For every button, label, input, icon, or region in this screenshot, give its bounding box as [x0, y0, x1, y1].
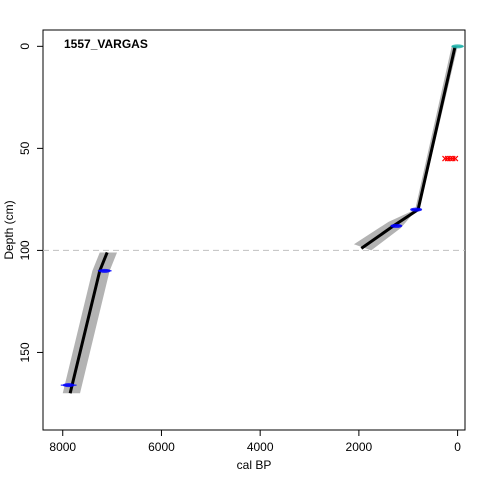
median-age-line — [360, 45, 457, 250]
x-axis-title: cal BP — [237, 458, 272, 472]
dated-sample — [410, 207, 423, 212]
dated-sample — [390, 223, 403, 228]
dated-sample — [97, 268, 112, 273]
surface-date — [451, 44, 464, 49]
outlier-mark — [452, 155, 459, 162]
date-probability — [390, 223, 403, 228]
age-range-band — [62, 252, 118, 394]
x-tick-label: 8000 — [49, 440, 76, 454]
x-tick-label: 6000 — [148, 440, 175, 454]
outlier-date — [442, 155, 459, 162]
y-tick-label: 50 — [18, 141, 32, 155]
date-probability — [62, 383, 75, 388]
dated-samples — [60, 44, 464, 388]
x-tick-label: 2000 — [346, 440, 373, 454]
y-tick-label: 0 — [18, 43, 32, 50]
age-range-band — [353, 46, 458, 251]
y-axis-title: Depth (cm) — [2, 200, 16, 259]
core-label: 1557_VARGAS — [64, 37, 148, 51]
x-tick-label: 4000 — [247, 440, 274, 454]
date-probability — [451, 44, 464, 49]
date-probability — [410, 207, 423, 212]
y-axis: 0 50 100 150 — [18, 43, 43, 362]
x-axis: 8000 6000 4000 2000 0 — [49, 430, 461, 454]
plot-frame — [42, 29, 466, 431]
dated-sample — [60, 383, 77, 388]
y-tick-label: 100 — [18, 240, 32, 260]
age-range-bands — [62, 46, 458, 394]
y-tick-label: 150 — [18, 342, 32, 362]
x-tick-label: 0 — [454, 440, 461, 454]
date-probability — [98, 268, 111, 273]
